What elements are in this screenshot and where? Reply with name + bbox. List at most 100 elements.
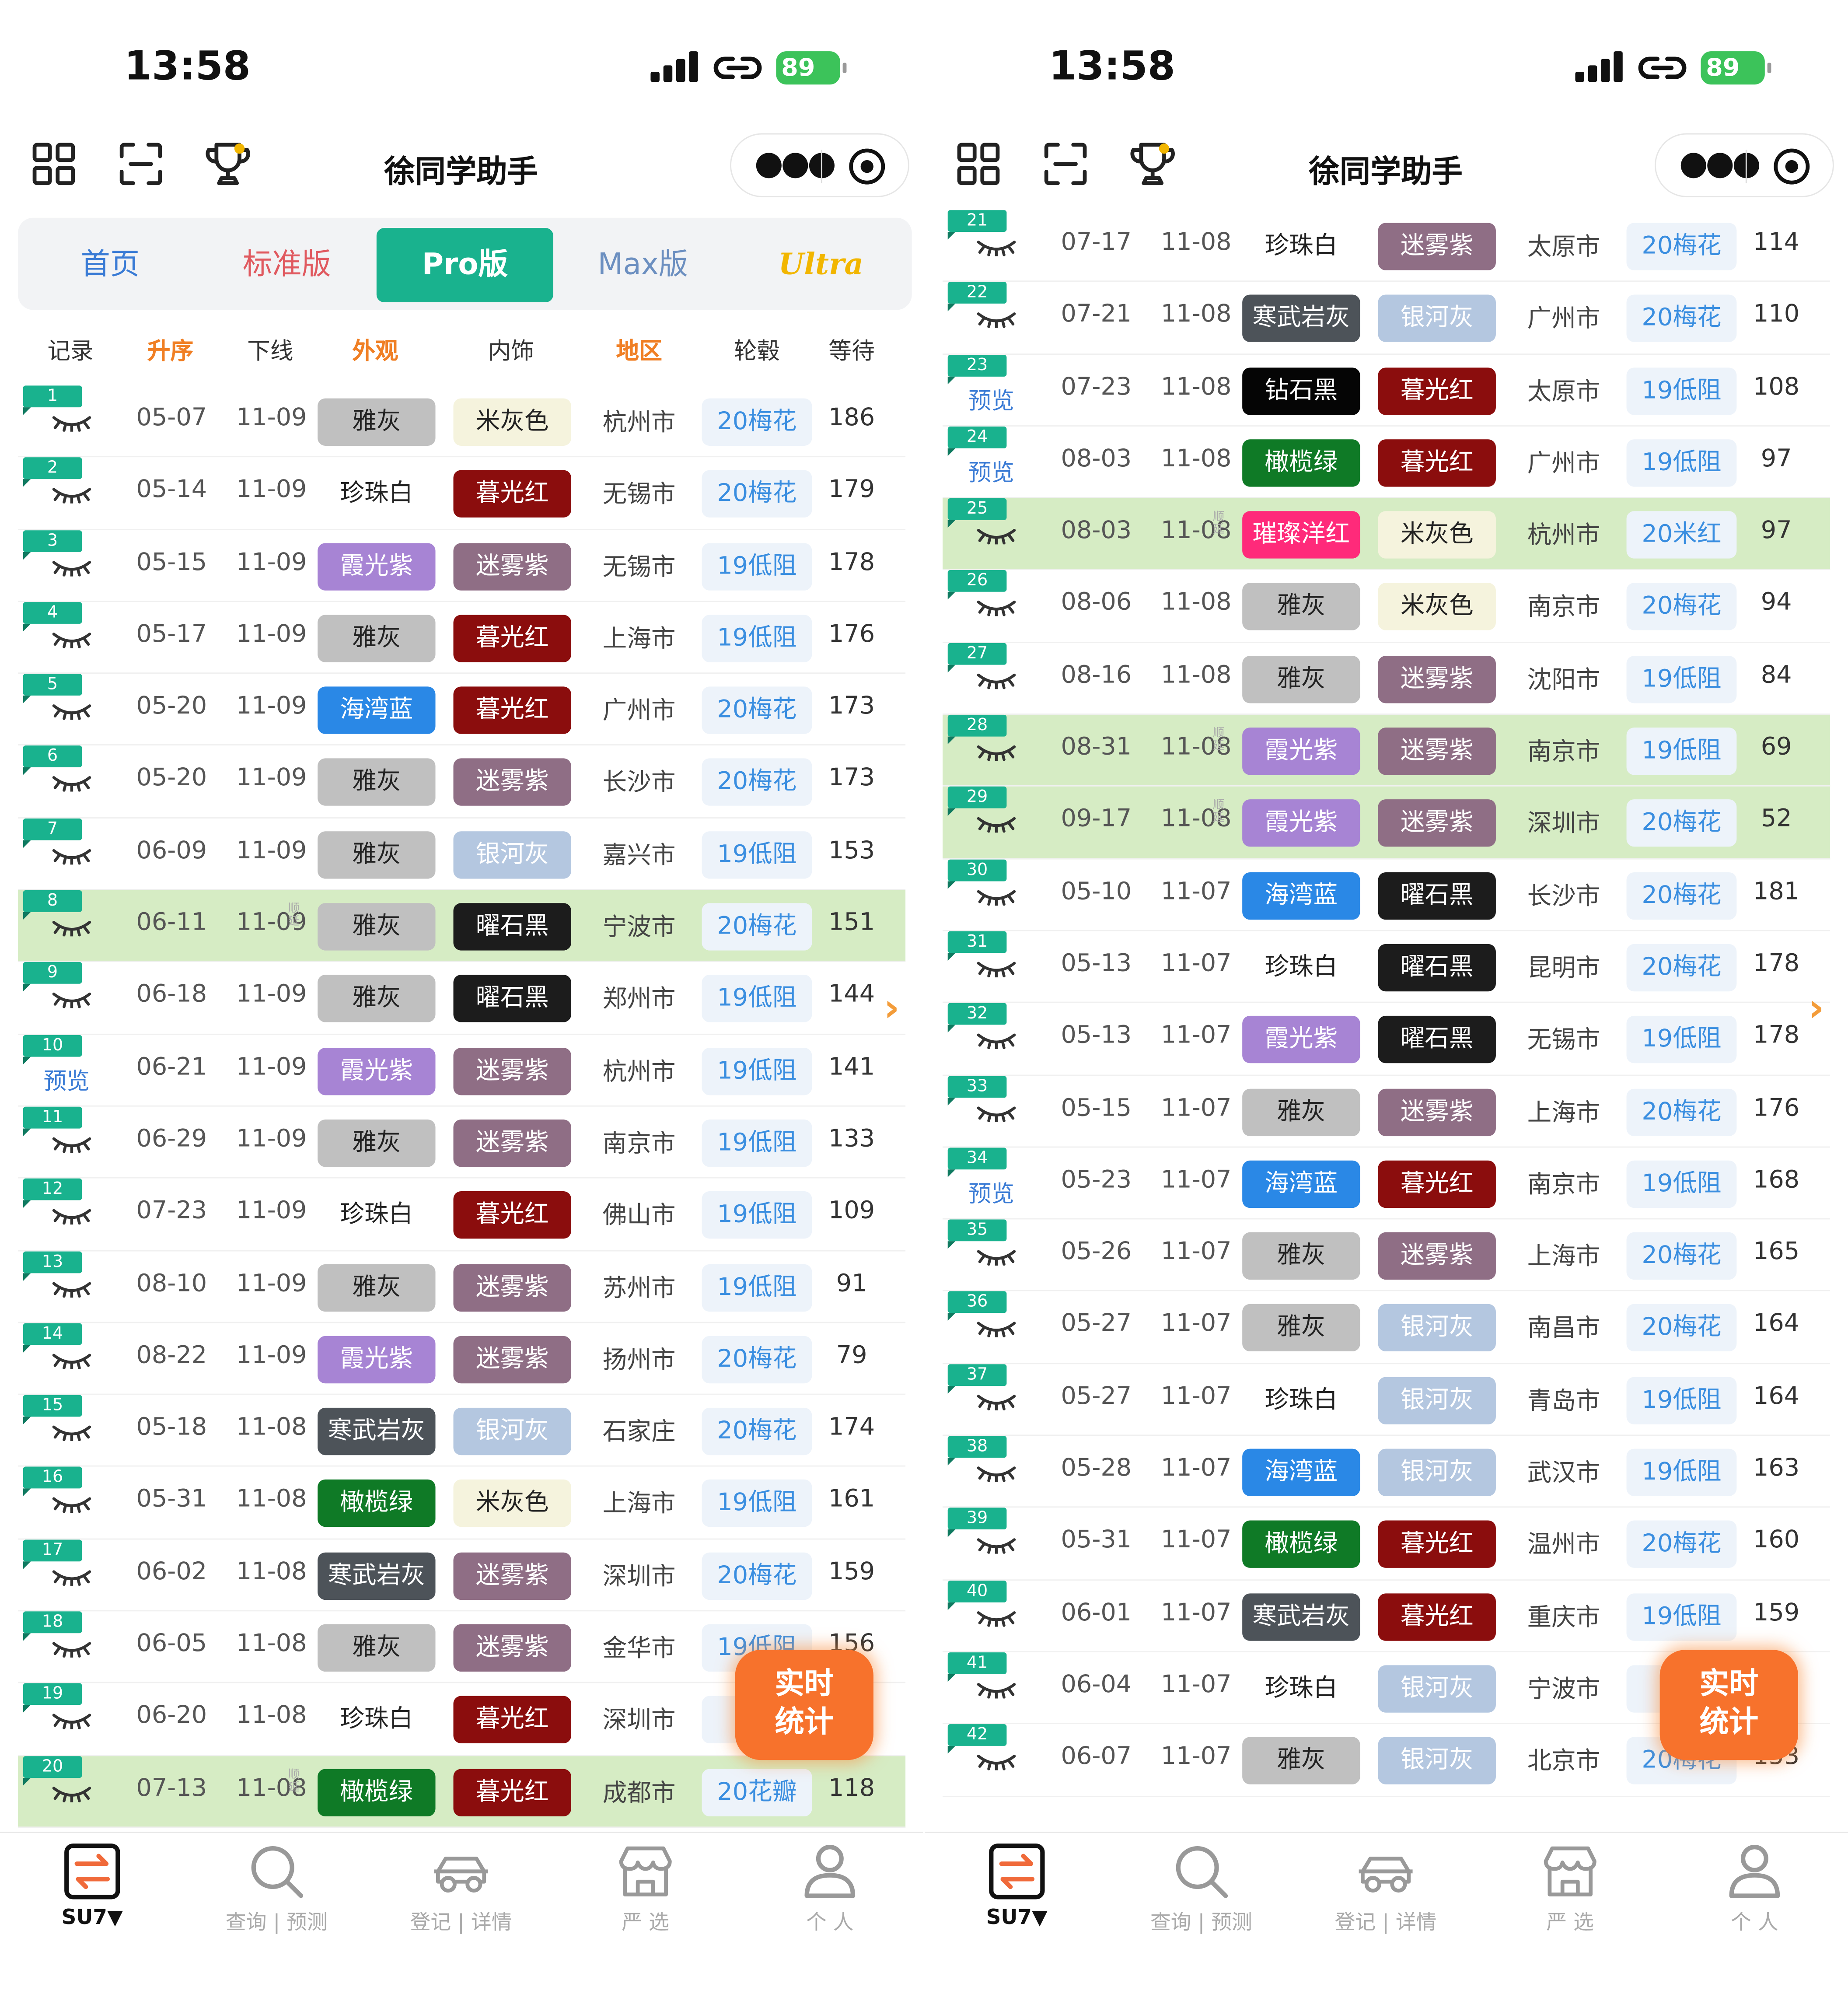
header-interior[interactable]: 内饰 <box>488 338 534 365</box>
table-row[interactable]: 8 06-11 11-09 顺延 雅灰 曜石黑 宁波市 20梅花 151 <box>17 890 906 963</box>
eye-closed-icon[interactable] <box>51 486 92 504</box>
eye-closed-icon[interactable] <box>51 1279 92 1297</box>
tab-profile[interactable]: 个 人 <box>1678 1843 1831 1935</box>
eye-closed-icon[interactable] <box>51 1207 92 1225</box>
table-row[interactable]: 24 预览 08-03 11-08 橄榄绿 暮光红 广州市 19低阻 97 <box>943 426 1831 499</box>
table-row[interactable]: 34 预览 05-23 11-07 海湾蓝 暮光红 南京市 19低阻 168 <box>943 1147 1831 1220</box>
close-target-icon[interactable] <box>1774 148 1810 185</box>
eye-closed-icon[interactable] <box>51 919 92 937</box>
preview-link[interactable]: 预览 <box>43 1067 90 1095</box>
table-row[interactable]: 25 08-03 11-08 顺延 璀璨洋红 米灰色 杭州市 20米红 97 <box>943 498 1831 571</box>
tab-query[interactable]: 查询 | 预测 <box>1125 1843 1278 1935</box>
table-row[interactable]: 9 06-18 11-09 雅灰 曜石黑 郑州市 19低阻 144 <box>17 962 906 1035</box>
realtime-stats-button[interactable]: 实时 统计 <box>1659 1650 1798 1760</box>
scan-icon[interactable] <box>1042 141 1088 187</box>
header-offline[interactable]: 下线 <box>247 338 293 365</box>
trophy-icon[interactable] <box>1129 141 1175 187</box>
table-row[interactable]: 14 08-22 11-09 霞光紫 迷雾紫 扬州市 20梅花 79 <box>17 1323 906 1396</box>
header-record[interactable]: 记录 <box>47 338 94 365</box>
next-page-arrow-icon[interactable]: › <box>884 986 900 1032</box>
tab-register[interactable]: 登记 | 详情 <box>384 1843 538 1935</box>
eye-closed-icon[interactable] <box>51 774 92 792</box>
table-row[interactable]: 30 05-10 11-07 海湾蓝 曜石黑 长沙市 20梅花 181 <box>943 859 1831 931</box>
tab-ultra[interactable]: Ultra <box>778 247 864 282</box>
eye-closed-icon[interactable] <box>51 1640 92 1658</box>
eye-closed-icon[interactable] <box>51 1712 92 1730</box>
eye-closed-icon[interactable] <box>51 990 92 1009</box>
table-row[interactable]: 15 05-18 11-08 寒武岩灰 银河灰 石家庄 20梅花 174 <box>17 1395 906 1467</box>
trophy-icon[interactable] <box>205 141 251 187</box>
eye-closed-icon[interactable] <box>976 887 1017 906</box>
header-wait[interactable]: 等待 <box>828 338 875 365</box>
header-region[interactable]: 地区 <box>616 338 662 365</box>
eye-closed-icon[interactable] <box>976 1753 1017 1771</box>
eye-closed-icon[interactable] <box>51 1784 92 1802</box>
table-row[interactable]: 33 05-15 11-07 雅灰 迷雾紫 上海市 20梅花 176 <box>943 1075 1831 1148</box>
tab-pro[interactable]: Pro版 <box>376 228 553 303</box>
eye-closed-icon[interactable] <box>976 1248 1017 1266</box>
table-row[interactable]: 6 05-20 11-09 雅灰 迷雾紫 长沙市 20梅花 173 <box>17 746 906 819</box>
table-row[interactable]: 39 05-31 11-07 橄榄绿 暮光红 温州市 20梅花 160 <box>943 1508 1831 1581</box>
table-row[interactable]: 3 05-15 11-09 霞光紫 迷雾紫 无锡市 19低阻 178 <box>17 530 906 602</box>
eye-closed-icon[interactable] <box>51 847 92 864</box>
tab-selection[interactable]: 严 选 <box>1493 1843 1647 1935</box>
eye-closed-icon[interactable] <box>51 630 92 648</box>
eye-closed-icon[interactable] <box>976 1609 1017 1627</box>
tab-query[interactable]: 查询 | 预测 <box>200 1843 353 1935</box>
eye-closed-icon[interactable] <box>51 558 92 576</box>
tab-home[interactable]: 首页 <box>80 248 140 282</box>
grid-icon[interactable] <box>31 141 77 187</box>
eye-closed-icon[interactable] <box>51 1495 92 1514</box>
eye-closed-icon[interactable] <box>976 1536 1017 1554</box>
tab-selection[interactable]: 严 选 <box>569 1843 722 1935</box>
more-icon[interactable]: ●●● <box>1679 144 1761 183</box>
preview-link[interactable]: 预览 <box>968 387 1014 415</box>
eye-closed-icon[interactable] <box>976 1104 1017 1122</box>
header-wheel[interactable]: 轮毂 <box>734 338 780 365</box>
table-row[interactable]: 35 05-26 11-07 雅灰 迷雾紫 上海市 20梅花 165 <box>943 1219 1831 1292</box>
table-row[interactable]: 7 06-09 11-09 雅灰 银河灰 嘉兴市 19低阻 153 <box>17 818 906 891</box>
table-row[interactable]: 29 09-17 11-08 顺延 霞光紫 迷雾紫 深圳市 20梅花 52 <box>943 787 1831 859</box>
scan-icon[interactable] <box>118 141 164 187</box>
eye-closed-icon[interactable] <box>976 599 1017 617</box>
eye-closed-icon[interactable] <box>976 310 1017 329</box>
table-row[interactable]: 11 06-29 11-09 雅灰 迷雾紫 南京市 19低阻 133 <box>17 1106 906 1179</box>
table-row[interactable]: 5 05-20 11-09 海湾蓝 暮光红 广州市 20梅花 173 <box>17 674 906 746</box>
table-row[interactable]: 17 06-02 11-08 寒武岩灰 迷雾紫 深圳市 20梅花 159 <box>17 1539 906 1612</box>
tab-profile[interactable]: 个 人 <box>753 1843 907 1935</box>
tab-standard[interactable]: 标准版 <box>242 248 331 282</box>
table-row[interactable]: 26 08-06 11-08 雅灰 米灰色 南京市 20梅花 94 <box>943 570 1831 643</box>
tab-su7[interactable]: SU7▼ <box>940 1843 1093 1929</box>
table-row[interactable]: 16 05-31 11-08 橄榄绿 米灰色 上海市 19低阻 161 <box>17 1467 906 1539</box>
close-target-icon[interactable] <box>849 148 885 185</box>
next-page-arrow-icon[interactable]: › <box>1808 986 1824 1032</box>
grid-icon[interactable] <box>955 141 1001 187</box>
tab-register[interactable]: 登记 | 详情 <box>1309 1843 1462 1935</box>
table-row[interactable]: 38 05-28 11-07 海湾蓝 银河灰 武汉市 19低阻 163 <box>943 1436 1831 1508</box>
eye-closed-icon[interactable] <box>976 959 1017 977</box>
table-row[interactable]: 2 05-14 11-09 珍珠白 暮光红 无锡市 20梅花 179 <box>17 458 906 530</box>
eye-closed-icon[interactable] <box>976 1392 1017 1410</box>
eye-closed-icon[interactable] <box>976 238 1017 256</box>
header-exterior[interactable]: 外观 <box>352 338 398 365</box>
eye-closed-icon[interactable] <box>51 414 92 432</box>
eye-closed-icon[interactable] <box>976 1680 1017 1699</box>
eye-closed-icon[interactable] <box>976 815 1017 833</box>
table-row[interactable]: 4 05-17 11-09 雅灰 暮光红 上海市 19低阻 176 <box>17 602 906 674</box>
more-icon[interactable]: ●●● <box>754 144 837 183</box>
eye-closed-icon[interactable] <box>976 1032 1017 1049</box>
tab-su7[interactable]: SU7▼ <box>15 1843 169 1929</box>
table-row[interactable]: 23 预览 07-23 11-08 钻石黑 暮光红 太原市 19低阻 108 <box>943 354 1831 427</box>
header-sort[interactable]: 升序 <box>147 338 194 365</box>
eye-closed-icon[interactable] <box>976 671 1017 689</box>
preview-link[interactable]: 预览 <box>968 1181 1014 1208</box>
eye-closed-icon[interactable] <box>51 1423 92 1441</box>
table-row[interactable]: 10 预览 06-21 11-09 霞光紫 迷雾紫 杭州市 19低阻 141 <box>17 1034 906 1107</box>
table-row[interactable]: 32 05-13 11-07 霞光紫 曜石黑 无锡市 19低阻 178 <box>943 1003 1831 1076</box>
realtime-stats-button[interactable]: 实时 统计 <box>735 1650 873 1760</box>
eye-closed-icon[interactable] <box>976 1320 1017 1338</box>
table-row[interactable]: 22 07-21 11-08 寒武岩灰 银河灰 广州市 20梅花 110 <box>943 282 1831 354</box>
table-row[interactable]: 28 08-31 11-08 顺延 霞光紫 迷雾紫 南京市 19低阻 69 <box>943 715 1831 787</box>
table-row[interactable]: 37 05-27 11-07 珍珠白 银河灰 青岛市 19低阻 164 <box>943 1364 1831 1436</box>
tab-max[interactable]: Max版 <box>597 248 688 282</box>
